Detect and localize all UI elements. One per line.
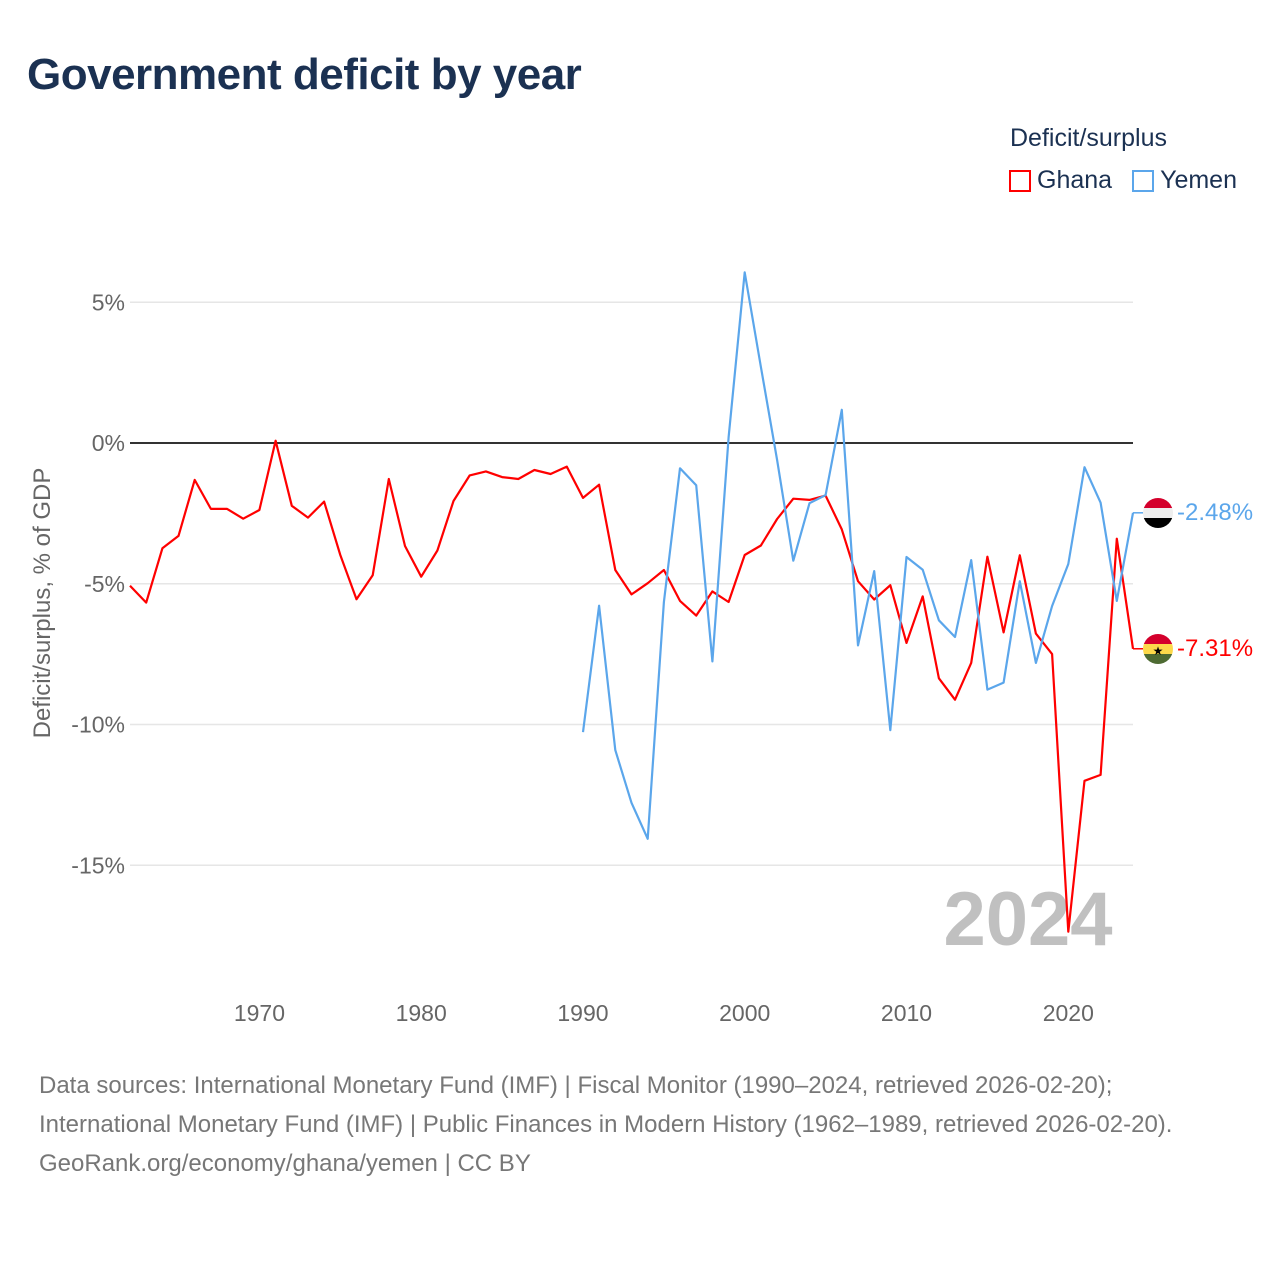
- data-sources: Data sources: International Monetary Fun…: [39, 1072, 1173, 1138]
- y-tick-label: -15%: [71, 852, 125, 878]
- y-axis-label: Deficit/surplus, % of GDP: [29, 468, 56, 739]
- svg-text:★: ★: [1153, 644, 1164, 658]
- legend-title: Deficit/surplus: [1010, 124, 1167, 152]
- page-title: Government deficit by year: [27, 50, 582, 99]
- x-tick-label: 2000: [719, 1000, 770, 1026]
- x-tick-label: 1970: [234, 1000, 285, 1026]
- yemen-flag-icon: [1143, 498, 1173, 528]
- y-tick-label: 0%: [92, 430, 125, 456]
- ghana-flag-icon: ★: [1143, 634, 1173, 664]
- credit-link[interactable]: GeoRank.org/economy/ghana/yemen | CC BY: [39, 1150, 531, 1177]
- yemen-end-label: -2.48%: [1177, 499, 1253, 526]
- legend-item-yemen[interactable]: Yemen: [1132, 166, 1237, 195]
- x-tick-label: 1980: [396, 1000, 447, 1026]
- legend-label-ghana: Ghana: [1037, 166, 1113, 194]
- legend-swatch-ghana: [1009, 169, 1031, 192]
- x-tick-label: 1990: [557, 1000, 608, 1026]
- x-tick-label: 2020: [1043, 1000, 1094, 1026]
- series-line-ghana: [129, 439, 1135, 933]
- y-tick-label: -10%: [71, 712, 125, 738]
- y-tick-label: -5%: [84, 571, 125, 597]
- ghana-end-label: -7.31%: [1177, 635, 1253, 662]
- y-tick-label: 5%: [92, 289, 125, 315]
- legend-label-yemen: Yemen: [1160, 166, 1237, 194]
- legend-item-ghana[interactable]: Ghana: [1009, 166, 1112, 195]
- x-tick-label: 2010: [881, 1000, 932, 1026]
- legend-swatch-yemen: [1132, 169, 1155, 192]
- year-watermark: 2024: [943, 877, 1112, 962]
- series-line-yemen: [581, 271, 1135, 840]
- legend: Ghana Yemen: [1009, 166, 1237, 195]
- footer: Data sources: International Monetary Fun…: [39, 1066, 1239, 1183]
